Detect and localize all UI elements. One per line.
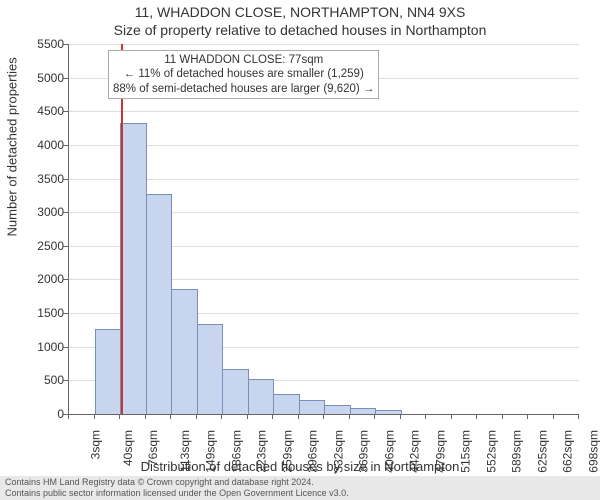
x-tick-label: 40sqm <box>121 430 135 466</box>
y-tick-mark <box>63 347 68 348</box>
y-tick-mark <box>63 44 68 45</box>
y-tick-mark <box>63 179 68 180</box>
x-tick-mark <box>170 414 171 419</box>
x-tick-mark <box>502 414 503 419</box>
y-tick-mark <box>63 145 68 146</box>
x-tick-label: 149sqm <box>204 430 218 473</box>
x-tick-label: 113sqm <box>177 430 191 472</box>
x-tick-label: 515sqm <box>459 430 473 473</box>
x-tick-label: 662sqm <box>561 430 575 473</box>
histogram-bar <box>222 369 249 414</box>
x-tick-label: 332sqm <box>331 430 345 473</box>
plot-area <box>68 44 579 415</box>
x-tick-label: 698sqm <box>586 430 600 473</box>
histogram-bar <box>299 400 326 414</box>
x-tick-label: 3sqm <box>88 430 102 459</box>
x-tick-mark <box>119 414 120 419</box>
x-tick-label: 259sqm <box>280 430 294 473</box>
histogram-bar <box>248 379 275 414</box>
y-tick-label: 3500 <box>24 172 64 186</box>
histogram-bar <box>171 289 198 414</box>
y-tick-mark <box>63 279 68 280</box>
histogram-bar <box>273 394 300 414</box>
x-tick-label: 442sqm <box>408 430 422 473</box>
page-title-main: 11, WHADDON CLOSE, NORTHAMPTON, NN4 9XS <box>0 4 600 20</box>
x-tick-mark <box>400 414 401 419</box>
y-tick-mark <box>63 212 68 213</box>
annotation-line: 11 WHADDON CLOSE: 77sqm <box>113 53 374 67</box>
y-tick-mark <box>63 111 68 112</box>
x-tick-label: 479sqm <box>433 430 447 473</box>
x-tick-mark <box>323 414 324 419</box>
x-tick-mark <box>272 414 273 419</box>
y-tick-label: 500 <box>24 373 64 387</box>
annotation-box: 11 WHADDON CLOSE: 77sqm← 11% of detached… <box>108 50 379 99</box>
gridline <box>69 111 579 112</box>
x-tick-mark <box>451 414 452 419</box>
y-tick-label: 3000 <box>24 205 64 219</box>
x-tick-label: 552sqm <box>484 430 498 473</box>
x-tick-mark <box>221 414 222 419</box>
footer: Contains HM Land Registry data © Crown c… <box>0 476 600 500</box>
histogram-bar <box>375 410 402 414</box>
y-tick-label: 0 <box>24 407 64 421</box>
x-tick-mark <box>247 414 248 419</box>
y-axis-label: Number of detached properties <box>5 57 20 236</box>
x-tick-mark <box>94 414 95 419</box>
histogram-bar <box>120 123 147 414</box>
x-tick-label: 406sqm <box>382 430 396 473</box>
y-tick-label: 5000 <box>24 71 64 85</box>
annotation-line: ← 11% of detached houses are smaller (1,… <box>113 67 374 81</box>
footer-line2: Contains public sector information licen… <box>5 488 600 499</box>
y-tick-mark <box>63 246 68 247</box>
y-tick-label: 5500 <box>24 37 64 51</box>
y-tick-label: 4500 <box>24 104 64 118</box>
marker-line <box>121 44 123 414</box>
annotation-line: 88% of semi-detached houses are larger (… <box>113 82 374 96</box>
histogram-bar <box>146 194 173 414</box>
x-tick-label: 186sqm <box>229 430 243 473</box>
x-tick-mark <box>196 414 197 419</box>
y-tick-label: 1000 <box>24 340 64 354</box>
x-tick-label: 223sqm <box>255 430 269 473</box>
y-tick-label: 2500 <box>24 239 64 253</box>
y-tick-mark <box>63 313 68 314</box>
x-tick-mark <box>527 414 528 419</box>
x-tick-label: 589sqm <box>510 430 524 473</box>
x-tick-mark <box>68 414 69 419</box>
y-tick-mark <box>63 78 68 79</box>
x-tick-mark <box>476 414 477 419</box>
y-tick-label: 1500 <box>24 306 64 320</box>
x-tick-mark <box>374 414 375 419</box>
y-tick-label: 2000 <box>24 272 64 286</box>
y-tick-mark <box>63 380 68 381</box>
x-tick-label: 625sqm <box>535 430 549 473</box>
x-tick-mark <box>349 414 350 419</box>
x-tick-label: 296sqm <box>306 430 320 473</box>
y-tick-label: 4000 <box>24 138 64 152</box>
histogram-bar <box>324 405 351 414</box>
x-tick-mark <box>145 414 146 419</box>
gridline <box>69 44 579 45</box>
x-tick-mark <box>553 414 554 419</box>
histogram-bar <box>95 329 122 414</box>
histogram-bar <box>350 408 377 414</box>
x-tick-mark <box>298 414 299 419</box>
footer-line1: Contains HM Land Registry data © Crown c… <box>5 477 600 488</box>
histogram-bar <box>197 324 224 414</box>
x-tick-label: 76sqm <box>146 430 160 466</box>
x-tick-mark <box>578 414 579 419</box>
page-title-sub: Size of property relative to detached ho… <box>0 22 600 38</box>
x-tick-mark <box>425 414 426 419</box>
x-tick-label: 369sqm <box>357 430 371 473</box>
